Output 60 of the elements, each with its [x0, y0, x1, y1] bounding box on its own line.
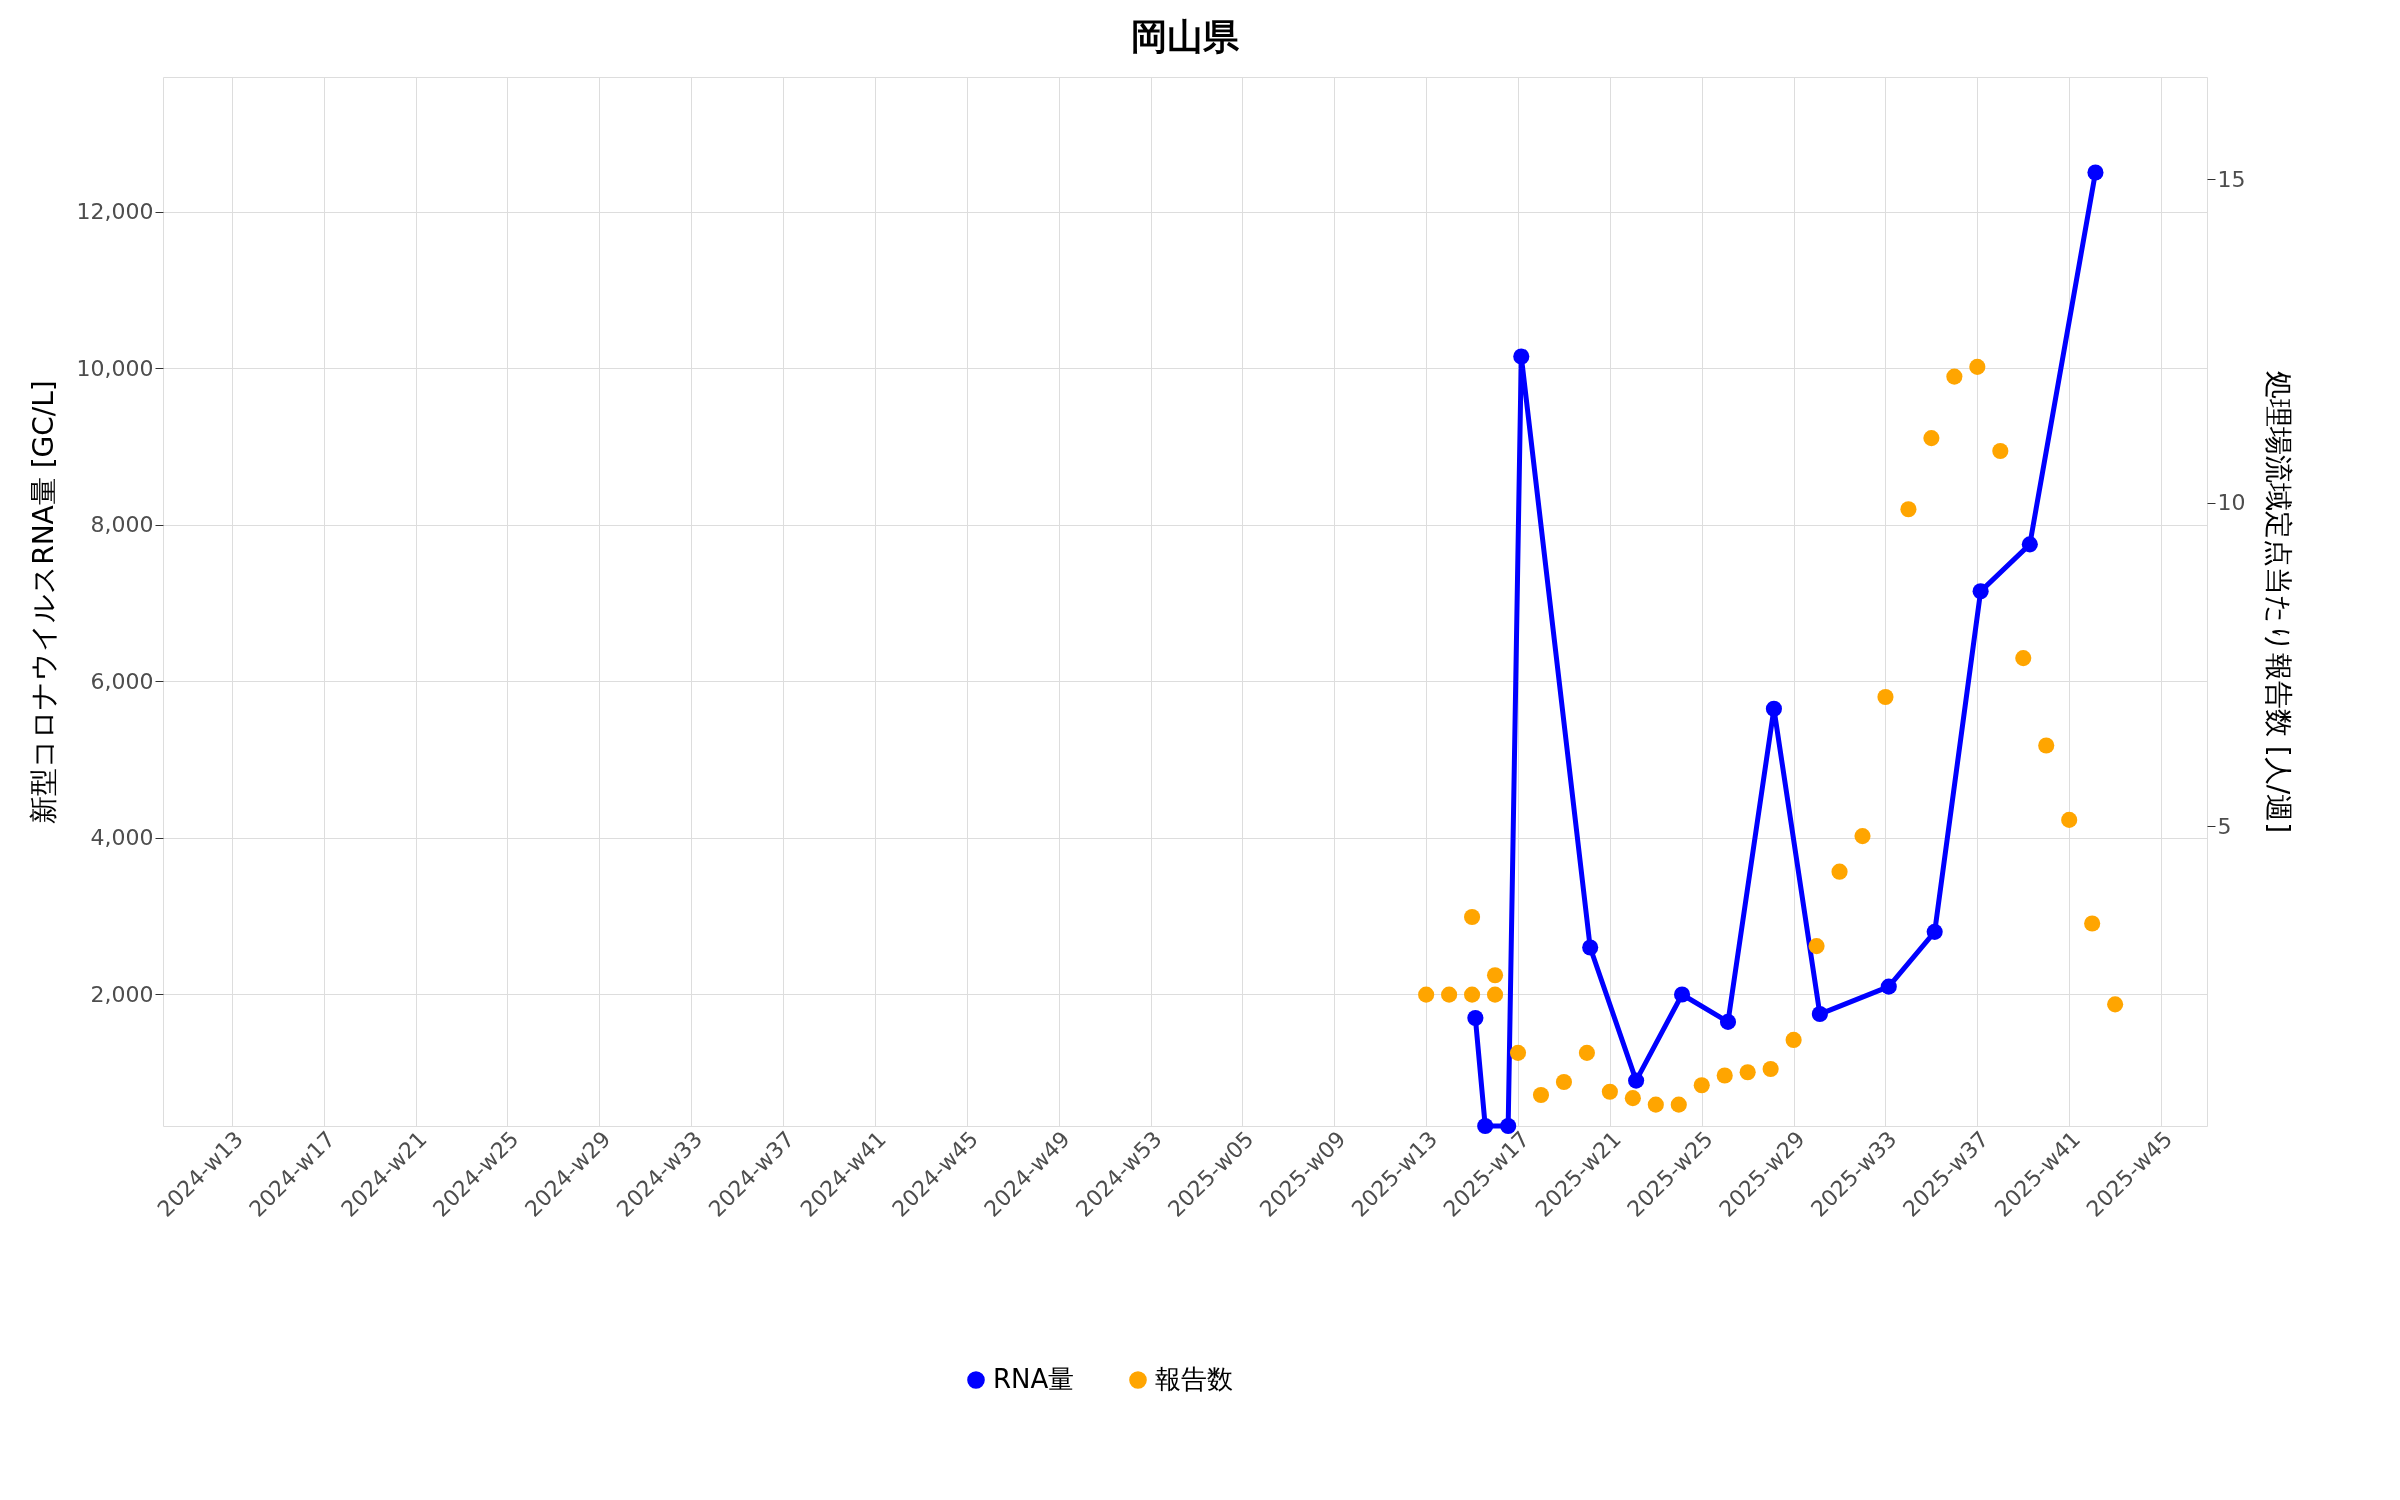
point [1877, 688, 1894, 705]
y-tick-label: 4,000 [90, 825, 154, 851]
point [1719, 1013, 1737, 1030]
y2-tick-label: 10 [2217, 490, 2246, 516]
point [1582, 939, 1599, 956]
point [1808, 938, 1825, 955]
point [1880, 978, 1897, 995]
point [1900, 501, 1917, 518]
y-tick-label: 10,000 [76, 355, 154, 381]
y-tick-label: 8,000 [90, 512, 154, 538]
chart-title: 岡山県 [1131, 16, 1240, 57]
y-tick-label: 6,000 [90, 668, 154, 694]
point [1831, 863, 1848, 880]
point [1992, 443, 2009, 460]
point [2061, 811, 2078, 828]
point [1486, 986, 1504, 1003]
point [1765, 700, 1782, 717]
point [1464, 908, 1481, 926]
point [1464, 986, 1481, 1003]
point [1670, 1096, 1687, 1113]
y2-tick-label: 5 [2217, 813, 2232, 839]
point [1467, 1009, 1484, 1027]
point [1513, 348, 1530, 365]
point [2087, 164, 2104, 181]
y-tick-label: 12,000 [76, 199, 154, 225]
point [1785, 1031, 1802, 1048]
point [1854, 828, 1871, 845]
legend-label: RNA量 [993, 1364, 1075, 1394]
point [1716, 1067, 1733, 1084]
point [1624, 1090, 1641, 1107]
point [1946, 368, 1963, 385]
point [1486, 967, 1504, 984]
y-tick-label: 2,000 [90, 981, 154, 1007]
point [1418, 986, 1435, 1003]
point [1972, 583, 1989, 600]
point [1762, 1061, 1779, 1078]
point [1628, 1072, 1645, 1089]
point [1969, 358, 1986, 375]
point [1923, 430, 1940, 447]
point [1441, 986, 1458, 1003]
point [1673, 986, 1691, 1003]
point [1601, 1083, 1618, 1100]
y2-tick-label: 15 [2217, 166, 2246, 192]
point [1578, 1044, 1595, 1061]
point [2021, 536, 2038, 553]
point [2015, 650, 2032, 667]
point [1811, 1006, 1828, 1023]
point [1647, 1096, 1664, 1113]
point [1532, 1086, 1550, 1103]
point [2084, 915, 2101, 932]
point [1693, 1077, 1710, 1094]
point [1555, 1073, 1573, 1091]
y-axis-title: 新型コロナウイルスRNA量 [GC/L] [26, 380, 60, 824]
y2-axis-title: 処理場流域定点当たり報告数 [人/週] [2262, 370, 2296, 834]
legend-label: 報告数 [1155, 1364, 1233, 1394]
point [2107, 996, 2124, 1013]
point [2038, 737, 2055, 754]
point [1926, 923, 1943, 940]
point [1509, 1044, 1527, 1061]
point [1739, 1064, 1756, 1081]
